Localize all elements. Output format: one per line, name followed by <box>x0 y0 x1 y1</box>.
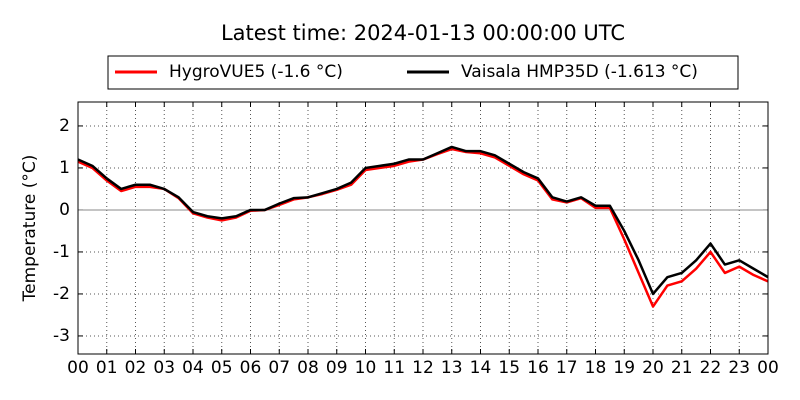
x-tick-label: 11 <box>383 358 405 378</box>
chart-title: Latest time: 2024-01-13 00:00:00 UTC <box>221 21 625 45</box>
y-tick-label: 2 <box>59 116 70 136</box>
x-tick-label: 19 <box>613 358 635 378</box>
legend-label: Vaisala HMP35D (-1.613 °C) <box>461 62 698 82</box>
y-tick-label: -2 <box>53 284 70 304</box>
x-tick-label: 14 <box>470 358 492 378</box>
x-tick-label: 15 <box>498 358 520 378</box>
y-axis-label: Temperature (°C) <box>20 155 40 303</box>
x-tick-label: 13 <box>441 358 463 378</box>
x-tick-label: 07 <box>268 358 290 378</box>
x-tick-label: 03 <box>153 358 175 378</box>
x-tick-label: 23 <box>728 358 750 378</box>
x-tick-label: 08 <box>297 358 319 378</box>
x-tick-label: 10 <box>355 358 377 378</box>
x-tick-label: 17 <box>556 358 578 378</box>
x-tick-label: 12 <box>412 358 434 378</box>
x-tick-label: 00 <box>67 358 89 378</box>
x-tick-label: 02 <box>125 358 147 378</box>
x-tick-label: 01 <box>96 358 118 378</box>
plot-frame <box>77 101 769 355</box>
x-tick-label: 04 <box>182 358 204 378</box>
series-line <box>77 145 769 296</box>
x-tick-label: 20 <box>642 358 664 378</box>
x-tick-label: 18 <box>585 358 607 378</box>
y-tick-label: 0 <box>59 200 70 220</box>
x-tick-label: 22 <box>700 358 722 378</box>
x-tick-label: 09 <box>326 358 348 378</box>
y-tick-label: -3 <box>53 326 70 346</box>
x-tick-label: 05 <box>211 358 233 378</box>
legend-box <box>107 55 739 90</box>
legend-label: HygroVUE5 (-1.6 °C) <box>169 62 343 82</box>
y-tick-label: 1 <box>59 158 70 178</box>
x-tick-label: 00 <box>757 358 779 378</box>
x-tick-label: 21 <box>671 358 693 378</box>
y-tick-label: -1 <box>53 242 70 262</box>
x-tick-label: 16 <box>527 358 549 378</box>
x-tick-label: 06 <box>240 358 262 378</box>
